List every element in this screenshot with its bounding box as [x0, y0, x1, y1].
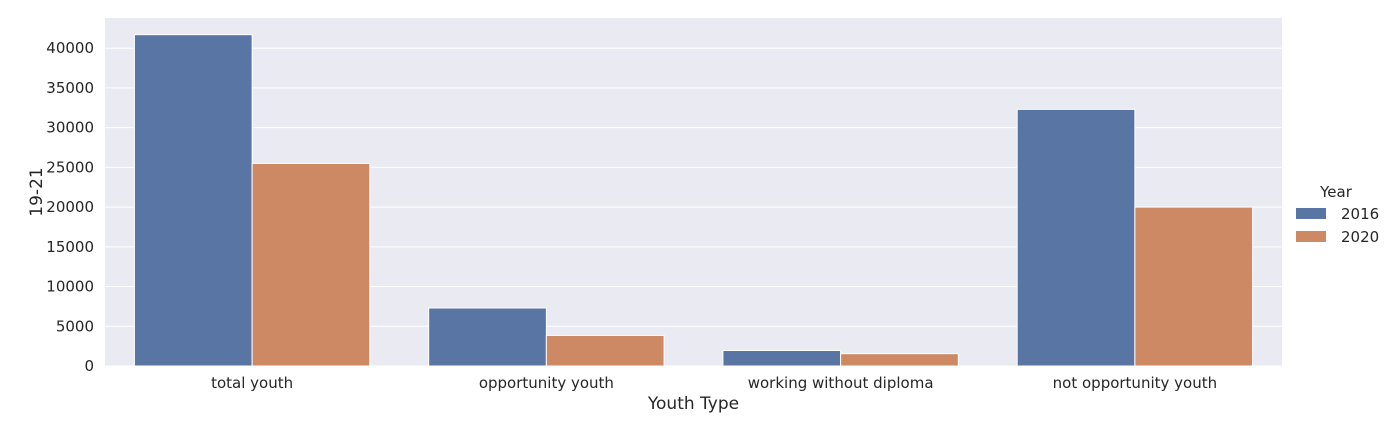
- bar-2016-1: [428, 307, 547, 367]
- bar-2016-2: [722, 350, 842, 367]
- x-tick-labels: total youth opportunity youth working with…: [211, 374, 1217, 392]
- legend-swatch-2020: [1296, 231, 1326, 242]
- legend-label-2016: 2016: [1341, 205, 1379, 223]
- x-tick-label: opportunity youth: [479, 374, 614, 392]
- y-tick-label: 5000: [56, 317, 94, 335]
- bar-2020-1: [545, 334, 665, 367]
- bar-2016-3: [1016, 108, 1136, 367]
- y-tick-label: 15000: [46, 238, 94, 256]
- y-tick-labels: 0 5000 10000 15000 20000 25000 30000 35000 40000: [46, 39, 94, 375]
- y-tick-label: 20000: [46, 198, 94, 216]
- y-tick-label: 0: [84, 357, 94, 375]
- y-tick-label: 10000: [46, 278, 94, 296]
- y-tick-label: 35000: [46, 79, 94, 97]
- y-tick-label: 30000: [46, 119, 94, 137]
- x-tick-label: working without diploma: [748, 374, 934, 392]
- x-tick-label: total youth: [211, 374, 293, 392]
- legend: Year 2016 2020: [1296, 183, 1379, 246]
- legend-swatch-2016: [1296, 208, 1326, 219]
- legend-label-2020: 2020: [1341, 228, 1379, 246]
- bar-2016-0: [133, 34, 253, 367]
- bar-2020-0: [251, 162, 371, 367]
- y-axis-label: 19-21: [27, 167, 47, 216]
- bar-2020-3: [1134, 206, 1254, 367]
- x-axis-label: Youth Type: [647, 394, 739, 414]
- bars: [133, 34, 1254, 367]
- y-tick-label: 40000: [46, 39, 94, 57]
- x-tick-label: not opportunity youth: [1053, 374, 1217, 392]
- legend-title: Year: [1319, 183, 1353, 201]
- bar-2020-2: [840, 353, 959, 367]
- y-tick-label: 25000: [46, 158, 94, 176]
